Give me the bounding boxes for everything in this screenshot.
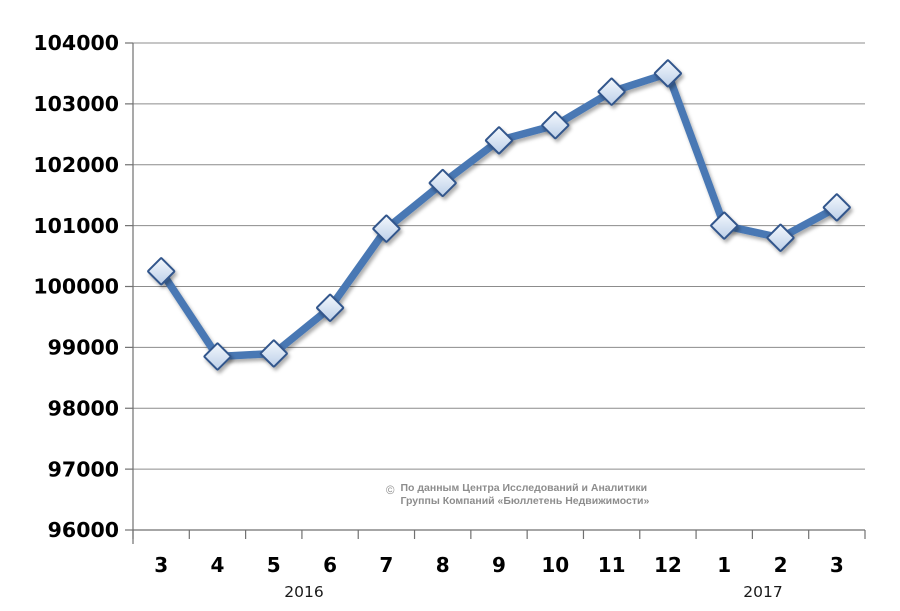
- data-point-marker: [710, 211, 739, 240]
- series-line: [157, 69, 841, 361]
- x-axis-label: 7: [379, 553, 393, 577]
- data-point-marker: [822, 193, 851, 222]
- data-point-marker: [372, 214, 401, 243]
- data-point-marker: [484, 126, 514, 155]
- x-axis-label: 10: [541, 553, 569, 577]
- data-point-marker: [147, 257, 176, 286]
- y-axis-label: 103000: [33, 92, 119, 116]
- year-label: 2016: [284, 583, 323, 601]
- y-axis-label: 99000: [48, 336, 119, 360]
- y-axis-label: 98000: [48, 396, 119, 420]
- data-point-marker: [259, 339, 288, 368]
- year-label: 2017: [743, 583, 782, 601]
- y-axis-label: 101000: [33, 214, 119, 238]
- data-point-marker: [597, 77, 626, 106]
- source-attribution-line2: Группы Компаний «Бюллетень Недвижимости»: [400, 495, 650, 507]
- x-axis-label: 3: [830, 553, 844, 577]
- data-point-marker: [316, 293, 345, 322]
- x-axis-label: 3: [154, 553, 168, 577]
- y-axis-label: 102000: [33, 153, 119, 177]
- x-axis-label: 9: [492, 553, 506, 577]
- data-point-marker: [541, 111, 570, 140]
- source-attribution-line1: По данным Центра Исследований и Аналитик…: [400, 482, 648, 494]
- x-axis-label: 12: [654, 553, 682, 577]
- source-attribution: © По данным Центра Исследований и Аналит…: [386, 482, 649, 508]
- y-axis-label: 96000: [48, 518, 119, 542]
- x-axis-label: 6: [323, 553, 337, 577]
- data-point-marker: [203, 342, 232, 371]
- x-axis-label: 4: [211, 553, 225, 577]
- x-axis-label: 11: [598, 553, 626, 577]
- data-point-marker: [766, 223, 795, 252]
- x-axis-label: 8: [436, 553, 450, 577]
- source-attribution-text: По данным Центра Исследований и Аналитик…: [400, 482, 649, 508]
- x-axis-label: 2: [774, 553, 788, 577]
- data-point-marker: [653, 59, 682, 88]
- y-axis-label: 100000: [33, 275, 119, 299]
- y-axis-label: 104000: [33, 31, 119, 55]
- y-axis-label: 97000: [48, 457, 119, 481]
- x-axis-label: 1: [717, 553, 731, 577]
- x-axis-label: 5: [267, 553, 281, 577]
- copyright-icon: ©: [386, 485, 395, 497]
- data-point-marker: [428, 168, 457, 198]
